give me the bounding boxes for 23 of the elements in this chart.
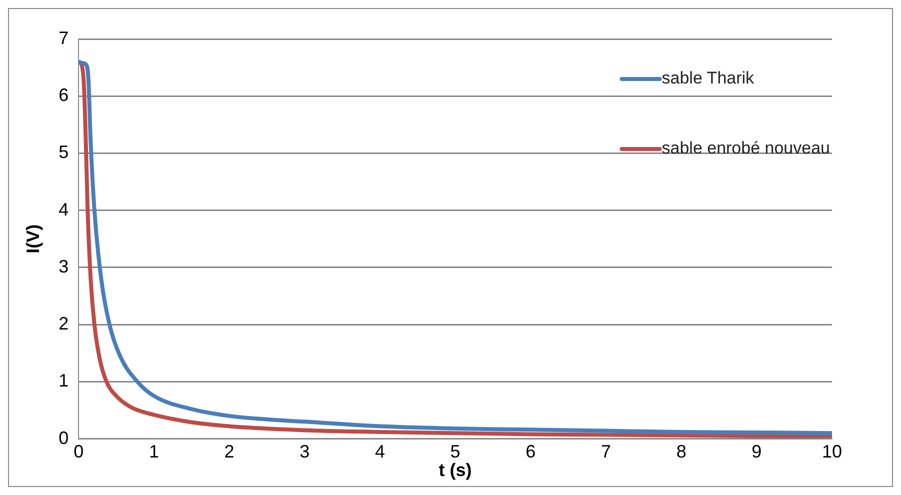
legend-label: sable Tharik — [662, 68, 755, 88]
x-tick-label: 8 — [676, 442, 686, 462]
x-tick-label: 7 — [600, 442, 611, 462]
x-tick-label: 2 — [224, 442, 234, 462]
x-tick-label: 1 — [148, 442, 159, 462]
x-tick-label: 10 — [822, 442, 842, 462]
x-tick-label: 3 — [300, 442, 310, 462]
y-tick-label: 6 — [58, 85, 69, 106]
y-tick-label: 7 — [58, 28, 69, 48]
x-tick-label: 4 — [374, 442, 385, 462]
y-tick-label: 3 — [58, 256, 69, 276]
x-tick-label: 5 — [450, 442, 460, 462]
y-axis-title: I(V) — [22, 224, 43, 254]
y-tick-label: 0 — [58, 428, 69, 448]
x-tick-label: 9 — [752, 442, 762, 462]
x-axis-title: t (s) — [438, 460, 472, 480]
legend-label: sable enrobé nouveau — [662, 138, 830, 158]
x-tick-label: 0 — [74, 442, 84, 462]
y-tick-label: 5 — [58, 142, 69, 162]
y-tick-label: 2 — [58, 314, 69, 334]
y-tick-label: 1 — [58, 370, 69, 391]
y-tick-label: 4 — [58, 199, 69, 220]
x-tick-label: 6 — [526, 442, 536, 462]
